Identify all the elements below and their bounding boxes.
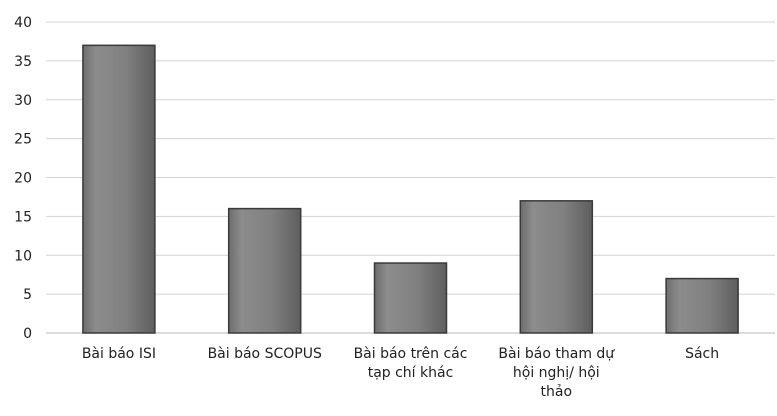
x-category-label-line: Bài báo trên các	[354, 346, 468, 362]
y-tick-label: 15	[14, 209, 32, 225]
bar	[227, 207, 302, 334]
x-category-label-line: Bài báo SCOPUS	[208, 346, 322, 362]
x-category-label: Bài báo ISI	[82, 346, 156, 362]
bar	[519, 200, 594, 334]
y-tick-label: 10	[14, 248, 32, 264]
bars	[82, 44, 739, 334]
y-tick-label: 5	[23, 287, 32, 303]
x-category-label: Sách	[685, 346, 719, 362]
y-axis-ticks: 0 5 10 15 20 25 30 35 40	[14, 15, 32, 342]
x-category-label-line: Bài báo ISI	[82, 346, 156, 362]
y-tick-label: 25	[14, 132, 32, 148]
x-axis-labels: Bài báo ISI Bài báo SCOPUS Bài báo trên cá…	[82, 346, 719, 400]
bar	[82, 44, 156, 334]
x-category-label-line: Bài báo tham dự	[498, 346, 615, 362]
x-category-label-line: tạp chí khác	[368, 365, 454, 381]
y-tick-label: 0	[23, 326, 32, 342]
y-tick-label: 20	[14, 171, 32, 187]
x-category-label: Bài báo tham dự hội nghị/ hội thảo	[498, 346, 615, 400]
gridlines	[46, 21, 775, 334]
x-category-label: Bài báo trên các tạp chí khác	[354, 346, 468, 381]
x-category-label: Bài báo SCOPUS	[208, 346, 322, 362]
x-category-label-line: hội nghị/ hội	[513, 365, 600, 381]
x-category-label-line: thảo	[541, 384, 573, 400]
y-tick-label: 40	[14, 15, 32, 31]
bar	[373, 262, 448, 334]
bar	[665, 277, 739, 334]
y-tick-label: 35	[14, 54, 32, 70]
x-category-label-line: Sách	[685, 346, 719, 362]
y-tick-label: 30	[14, 93, 32, 109]
